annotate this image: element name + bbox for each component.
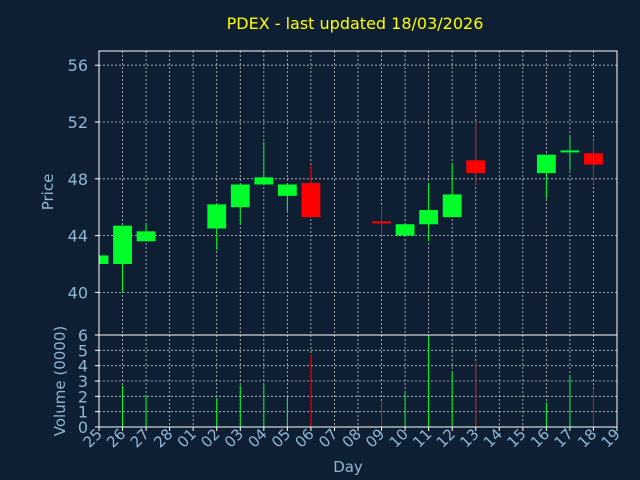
x-tick-label: 13 [456, 425, 482, 451]
candle-body [230, 184, 250, 208]
x-tick-label: 28 [150, 425, 176, 451]
price-tick-label: 52 [68, 113, 88, 132]
x-tick-label: 11 [409, 425, 435, 451]
candle-body [584, 153, 603, 165]
volume-bars [122, 336, 594, 427]
x-tick-label: 04 [244, 425, 270, 451]
candle-body [99, 255, 109, 264]
candle-body [113, 225, 132, 264]
volume-tick-label: 1 [78, 403, 88, 422]
price-ticks: 40 44 48 52 56 [68, 56, 99, 302]
price-tick-label: 40 [68, 283, 88, 302]
volume-tick-label: 2 [78, 387, 88, 406]
candle-body [536, 154, 556, 174]
x-tick-label: 27 [127, 425, 153, 451]
x-tick-label: 26 [103, 425, 129, 451]
volume-axis-label: Volume (0000) [51, 326, 69, 436]
x-tick-label: 12 [433, 425, 459, 451]
x-tick-label: 07 [315, 425, 341, 451]
x-axis-label: Day [333, 458, 363, 476]
volume-tick-label: 3 [78, 372, 88, 391]
x-tick-label: 09 [362, 425, 388, 451]
price-tick-label: 48 [68, 170, 88, 189]
price-candles [98, 122, 603, 293]
candle-body [395, 224, 415, 236]
volume-tick-label: 4 [78, 357, 88, 376]
candle-body [372, 221, 391, 224]
volume-tick-label: 5 [78, 341, 88, 360]
x-tick-label: 01 [174, 425, 200, 451]
x-tick-label: 05 [268, 425, 294, 451]
price-tick-label: 56 [68, 56, 88, 75]
volume-grid [98, 334, 618, 428]
candle-body [442, 194, 462, 218]
candle-body [207, 204, 227, 229]
price-tick-label: 44 [68, 227, 88, 246]
x-axis-ticks: 2526272801020304050607080910111213141516… [80, 425, 624, 451]
price-panel: 40 44 48 52 56 [68, 50, 618, 336]
x-tick-label: 19 [598, 425, 624, 451]
candle-body [277, 184, 297, 196]
chart-title: PDEX - last updated 18/03/2026 [227, 14, 484, 33]
x-tick-label: 10 [386, 425, 412, 451]
price-axis-label: Price [39, 174, 57, 211]
volume-tick-label: 6 [78, 326, 88, 345]
volume-tick-label: 0 [78, 418, 88, 437]
price-grid [98, 51, 618, 335]
x-tick-label: 14 [480, 425, 506, 451]
candle-body [301, 183, 321, 218]
candle-body [560, 150, 580, 153]
x-tick-label: 18 [574, 425, 600, 451]
candle-body [254, 177, 274, 185]
x-tick-label: 03 [221, 425, 247, 451]
candle-body [136, 231, 156, 242]
x-tick-label: 17 [551, 425, 577, 451]
x-tick-label: 15 [503, 425, 529, 451]
x-tick-label: 02 [197, 425, 223, 451]
candle-body [419, 210, 439, 225]
x-tick-label: 06 [292, 425, 318, 451]
x-tick-label: 16 [527, 425, 553, 451]
candle-body [466, 160, 486, 174]
x-tick-label: 08 [339, 425, 365, 451]
